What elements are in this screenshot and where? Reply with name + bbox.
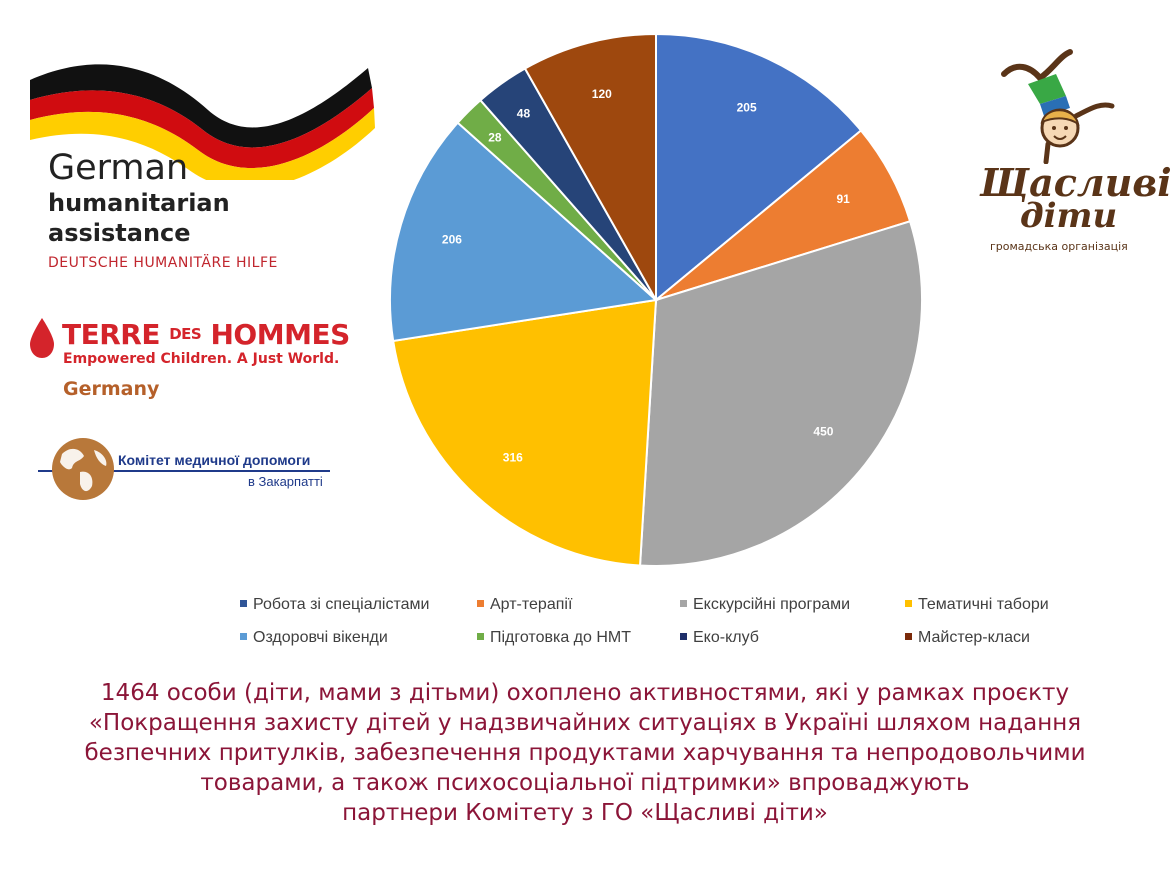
pie-data-label-4: 316: [503, 450, 523, 464]
gha-line1: German: [48, 148, 189, 188]
pie-data-label-7: 48: [517, 107, 531, 121]
km-subtitle: в Закарпатті: [248, 474, 323, 489]
legend-label-8: Майстер-класи: [918, 629, 1030, 646]
legend-item-3: Екскурсійні програми: [680, 596, 850, 614]
legend-swatch-7: [680, 633, 687, 640]
tdh-name-des: DES: [169, 325, 202, 343]
legend-label-7: Еко-клуб: [693, 629, 759, 646]
legend-label-3: Екскурсійні програми: [693, 596, 851, 613]
legend-label-5: Оздоровчі вікенди: [253, 629, 388, 646]
legend-label-4: Тематичні табори: [918, 596, 1049, 613]
pie-slice-3: [638, 220, 923, 567]
caption-line3: безпечних притулків, забезпечення продук…: [84, 740, 1086, 766]
legend-label-6: Підготовка до НМТ: [490, 629, 631, 646]
pie-chart: 205 91 450 316 206 28 48 120: [389, 32, 923, 567]
km-title: Комітет медичної допомоги: [118, 452, 311, 468]
caption: 1464 особи (діти, мами з дітьми) охоплен…: [40, 678, 1130, 828]
legend-swatch-3: [680, 600, 687, 607]
caption-line5: партнери Комітету з ГО «Щасливі діти»: [342, 800, 828, 826]
sd-line1: Щасливі: [980, 160, 1170, 205]
legend-item-2: Арт-терапії: [477, 596, 572, 614]
pie-data-label-6: 28: [488, 131, 502, 145]
german-flag-wave-icon: [30, 64, 375, 180]
legend-swatch-8: [905, 633, 912, 640]
gha-line2: humanitarian assistance: [48, 188, 230, 248]
tdh-tagline: Empowered Children. A Just World.: [63, 351, 340, 367]
legend-label-2: Арт-терапії: [490, 596, 573, 613]
pie-slice-5: [389, 121, 659, 343]
pie-data-label-1: 205: [737, 100, 757, 114]
pie-data-label-5: 206: [442, 233, 462, 247]
blood-drop-icon: [30, 318, 54, 358]
legend-swatch-1: [240, 600, 247, 607]
globe-icon: [52, 438, 114, 500]
legend-item-8: Майстер-класи: [905, 629, 1030, 647]
pie-slices: [389, 32, 923, 567]
tdh-name-part2: HOMMES: [201, 318, 350, 351]
caption-line2: «Покращення захисту дітей у надзвичайних…: [88, 710, 1082, 736]
cartwheel-kid-icon: [1001, 49, 1115, 164]
tdh-country: Germany: [63, 378, 160, 400]
gha-subtitle: DEUTSCHE HUMANITÄRE HILFE: [48, 255, 278, 271]
legend-item-1: Робота зі спеціалістами: [240, 596, 429, 614]
legend-label-1: Робота зі спеціалістами: [253, 596, 430, 613]
legend-item-6: Підготовка до НМТ: [477, 629, 631, 647]
sd-line2: діти: [1020, 196, 1118, 236]
tdh-name: TERRE DES HOMMES: [62, 318, 350, 351]
pie-data-label-8: 120: [592, 87, 612, 101]
pie-slice-4: [392, 298, 658, 567]
tdh-name-part1: TERRE: [62, 318, 170, 351]
sd-subtitle: громадська організація: [990, 240, 1128, 253]
pie-data-labels: 205 91 450 316 206 28 48 120: [442, 87, 850, 464]
km-underline: [38, 470, 330, 472]
pie-slice-1: [655, 32, 863, 303]
caption-line1: 1464 особи (діти, мами з дітьми) охоплен…: [100, 680, 1070, 706]
legend-item-7: Еко-клуб: [680, 629, 759, 647]
legend-swatch-6: [477, 633, 484, 640]
caption-line4: товарами, а також психосоціальної підтри…: [200, 770, 970, 796]
legend-swatch-2: [477, 600, 484, 607]
gha-line2-text: humanitarian: [48, 189, 230, 217]
pie-slice-8: [523, 32, 657, 304]
legend-item-5: Оздоровчі вікенди: [240, 629, 388, 647]
pie-data-label-3: 450: [813, 424, 833, 438]
legend-swatch-4: [905, 600, 912, 607]
pie-data-label-2: 91: [837, 192, 851, 206]
legend-item-4: Тематичні табори: [905, 596, 1049, 614]
gha-line3-text: assistance: [48, 219, 191, 247]
legend-swatch-5: [240, 633, 247, 640]
